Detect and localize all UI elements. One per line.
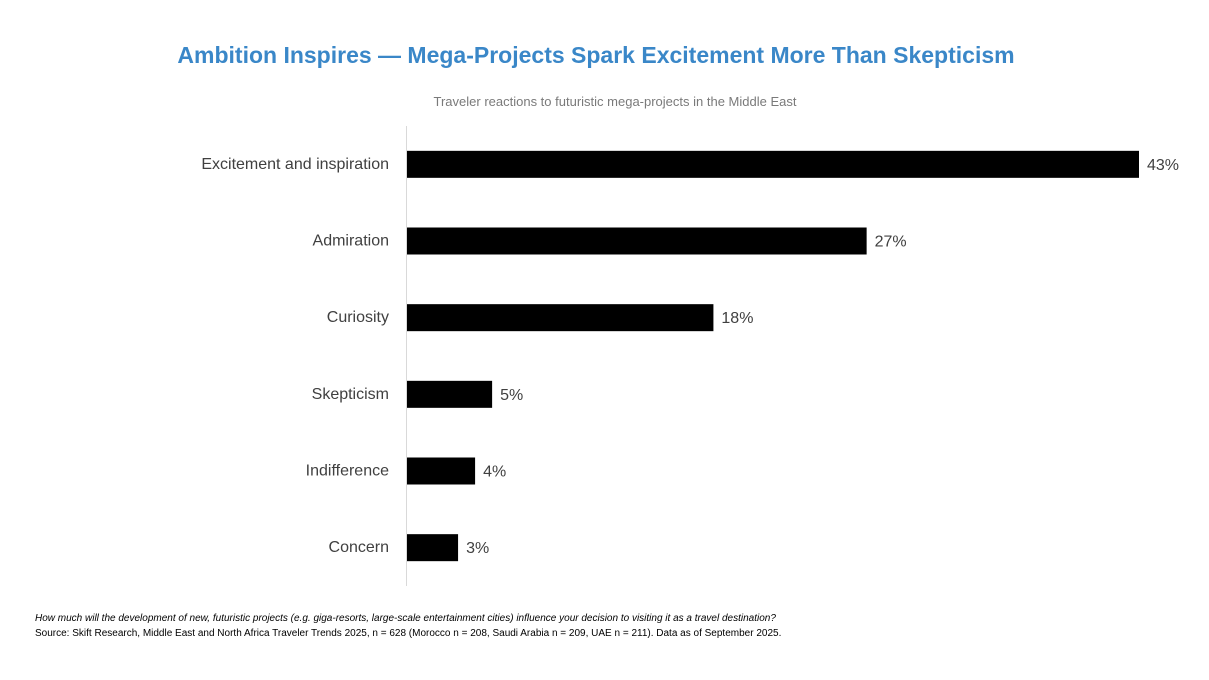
bar	[407, 457, 476, 485]
category-label: Indifference	[306, 463, 389, 480]
chart-subtitle: Traveler reactions to futuristic mega-pr…	[433, 94, 797, 109]
data-label: 43%	[1147, 157, 1179, 174]
category-label: Skepticism	[312, 386, 389, 403]
source-note: Source: Skift Research, Middle East and …	[35, 628, 782, 639]
category-label: Concern	[329, 539, 389, 556]
chart-title: Ambition Inspires — Mega-Projects Spark …	[177, 42, 1015, 68]
category-label: Admiration	[313, 233, 389, 250]
bar	[407, 304, 714, 332]
bar	[407, 227, 867, 255]
bar	[407, 380, 493, 408]
category-label: Excitement and inspiration	[201, 156, 389, 173]
bars-layer: Excitement and inspiration 43% Admiration 2…	[201, 150, 1179, 562]
data-label: 5%	[500, 387, 523, 404]
bar	[407, 150, 1139, 178]
data-label: 18%	[721, 310, 753, 327]
category-label: Curiosity	[327, 309, 389, 326]
data-label: 4%	[483, 464, 506, 481]
bar	[407, 534, 459, 562]
bar-chart: Excitement and inspiration 43% Admiration 2…	[201, 126, 1179, 586]
data-label: 27%	[875, 234, 907, 251]
data-label: 3%	[466, 540, 489, 557]
survey-question-note: How much will the development of new, fu…	[35, 613, 776, 624]
